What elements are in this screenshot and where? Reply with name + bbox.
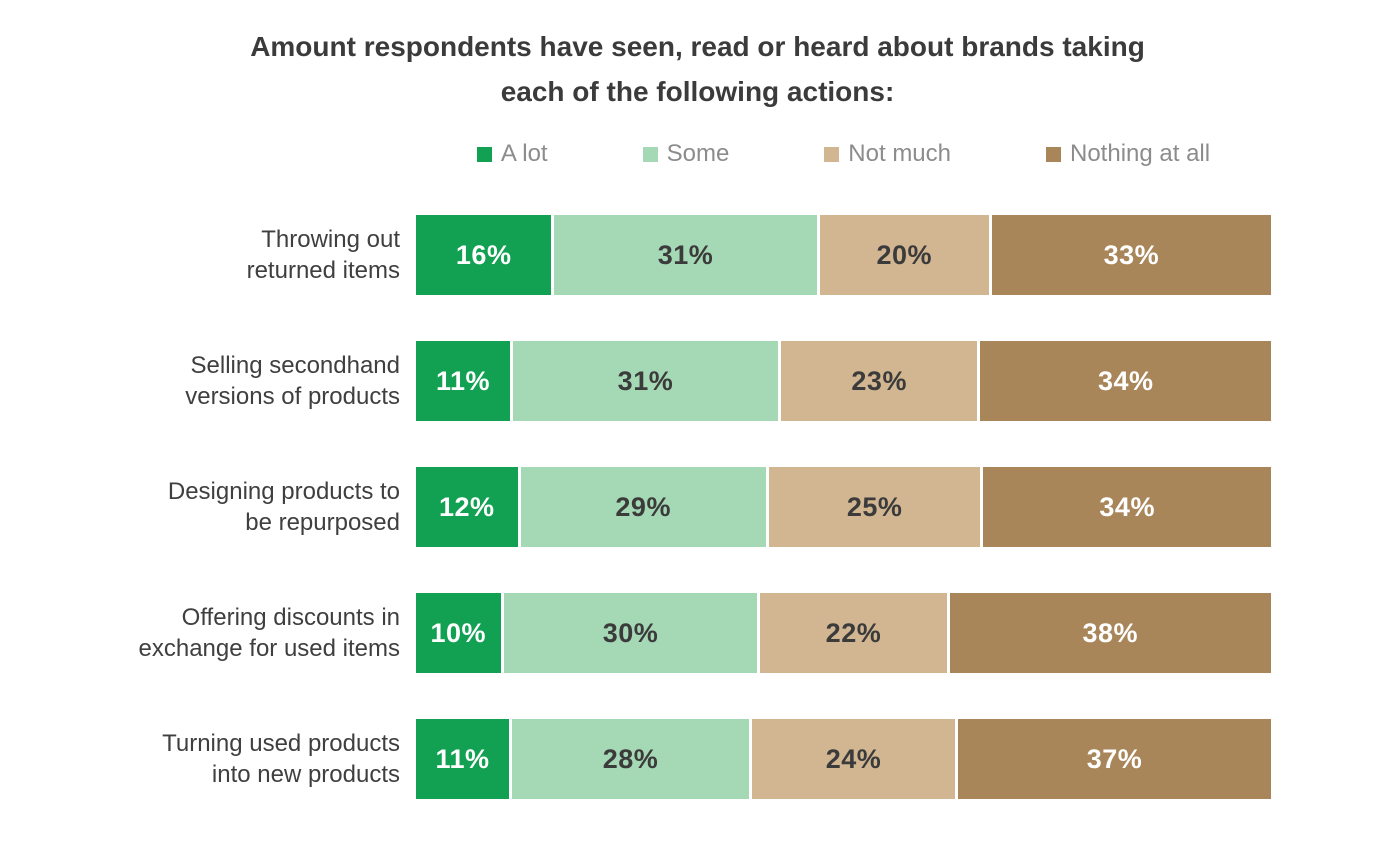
bar-segment-a-lot: 11%	[416, 341, 510, 421]
segment-value-label: 22%	[825, 617, 882, 648]
segment-value-label: 12%	[438, 491, 495, 522]
segment-value-label: 16%	[455, 239, 512, 270]
bar-segment-not-much: 20%	[819, 215, 989, 295]
bar-segment-nothing-at-all: 34%	[983, 467, 1271, 547]
stacked-bar: 11% 28% 24% 37%	[416, 719, 1271, 799]
bar-segment-not-much: 25%	[768, 467, 981, 547]
chart-rows: Throwing out returned items 16% 31% 20% …	[0, 215, 1395, 799]
bar-segment-nothing-at-all: 38%	[949, 593, 1271, 673]
legend: A lot Some Not much Nothing at all	[416, 140, 1271, 168]
bar-segment-nothing-at-all: 33%	[991, 215, 1272, 295]
legend-label: Not much	[848, 140, 951, 167]
bar-segment-a-lot: 10%	[416, 593, 501, 673]
stacked-bar: 10% 30% 22% 38%	[416, 593, 1271, 673]
category-label-line1: Offering discounts in	[181, 604, 400, 631]
bar-row-designing-products-repurposed: Designing products to be repurposed 12% …	[0, 467, 1395, 547]
segment-value-label: 11%	[435, 743, 490, 774]
bar-segment-not-much: 23%	[780, 341, 978, 421]
segment-value-label: 24%	[825, 743, 882, 774]
bar-segment-a-lot: 12%	[416, 467, 518, 547]
category-label-line1: Designing products to	[167, 478, 400, 505]
legend-item-a-lot: A lot	[476, 140, 548, 168]
segment-value-label: 31%	[617, 365, 674, 396]
bar-row-offering-discounts-used-items: Offering discounts in exchange for used …	[0, 593, 1395, 673]
category-label-line2: into new products	[211, 761, 400, 788]
category-label-line2: returned items	[246, 257, 400, 284]
bar-segment-not-much: 22%	[760, 593, 947, 673]
category-label: Selling secondhand versions of products	[0, 350, 416, 412]
segment-value-label: 28%	[602, 743, 659, 774]
segment-value-label: 31%	[657, 239, 714, 270]
legend-item-not-much: Not much	[824, 140, 951, 168]
segment-value-label: 33%	[1103, 239, 1160, 270]
stacked-bar: 16% 31% 20% 33%	[416, 215, 1272, 295]
category-label: Offering discounts in exchange for used …	[0, 602, 416, 664]
legend-swatch-icon	[642, 146, 658, 162]
category-label-line2: versions of products	[185, 383, 400, 410]
chart-title: Amount respondents have seen, read or he…	[0, 24, 1395, 114]
bar-row-throwing-out-returned-items: Throwing out returned items 16% 31% 20% …	[0, 215, 1395, 295]
segment-value-label: 11%	[435, 365, 491, 396]
segment-value-label: 34%	[1099, 491, 1155, 522]
segment-value-label: 23%	[851, 365, 907, 396]
bar-row-turning-used-products-new: Turning used products into new products …	[0, 719, 1395, 799]
bar-segment-a-lot: 16%	[416, 215, 552, 295]
category-label-line1: Throwing out	[261, 226, 400, 253]
category-label-line1: Turning used products	[162, 730, 400, 757]
category-label-line1: Selling secondhand	[190, 352, 401, 379]
bar-segment-nothing-at-all: 37%	[957, 719, 1271, 799]
legend-swatch-icon	[824, 146, 840, 162]
stacked-bar: 11% 31% 23% 34%	[416, 341, 1271, 421]
legend-item-some: Some	[642, 140, 730, 168]
bar-segment-not-much: 24%	[751, 719, 955, 799]
segment-value-label: 10%	[430, 617, 487, 648]
legend-label: A lot	[500, 140, 548, 167]
bar-segment-some: 31%	[513, 341, 778, 421]
bar-segment-some: 30%	[503, 593, 758, 673]
category-label: Throwing out returned items	[0, 224, 416, 286]
chart-title-line1: Amount respondents have seen, read or he…	[250, 31, 1145, 62]
segment-value-label: 30%	[602, 617, 659, 648]
category-label: Designing products to be repurposed	[0, 476, 416, 538]
segment-value-label: 37%	[1086, 743, 1143, 774]
bar-segment-nothing-at-all: 34%	[980, 341, 1271, 421]
chart-title-line2: each of the following actions:	[500, 76, 895, 107]
segment-value-label: 38%	[1082, 617, 1139, 648]
bar-segment-some: 31%	[554, 215, 817, 295]
legend-label: Nothing at all	[1070, 140, 1211, 167]
bar-segment-some: 29%	[520, 467, 766, 547]
legend-swatch-icon	[1046, 146, 1061, 162]
stacked-bar: 12% 29% 25% 34%	[416, 467, 1271, 547]
legend-swatch-icon	[476, 146, 492, 162]
category-label: Turning used products into new products	[0, 728, 416, 790]
segment-value-label: 20%	[876, 239, 932, 270]
bar-segment-a-lot: 11%	[416, 719, 510, 799]
legend-item-nothing-at-all: Nothing at all	[1046, 140, 1210, 168]
legend-label: Some	[666, 140, 730, 167]
segment-value-label: 29%	[615, 491, 671, 522]
category-label-line2: exchange for used items	[138, 635, 400, 662]
bar-row-selling-secondhand-versions: Selling secondhand versions of products …	[0, 341, 1395, 421]
stacked-bar-chart: Amount respondents have seen, read or he…	[0, 24, 1395, 799]
category-label-line2: be repurposed	[245, 509, 400, 536]
segment-value-label: 25%	[846, 491, 903, 522]
segment-value-label: 34%	[1097, 365, 1154, 396]
bar-segment-some: 28%	[512, 719, 749, 799]
